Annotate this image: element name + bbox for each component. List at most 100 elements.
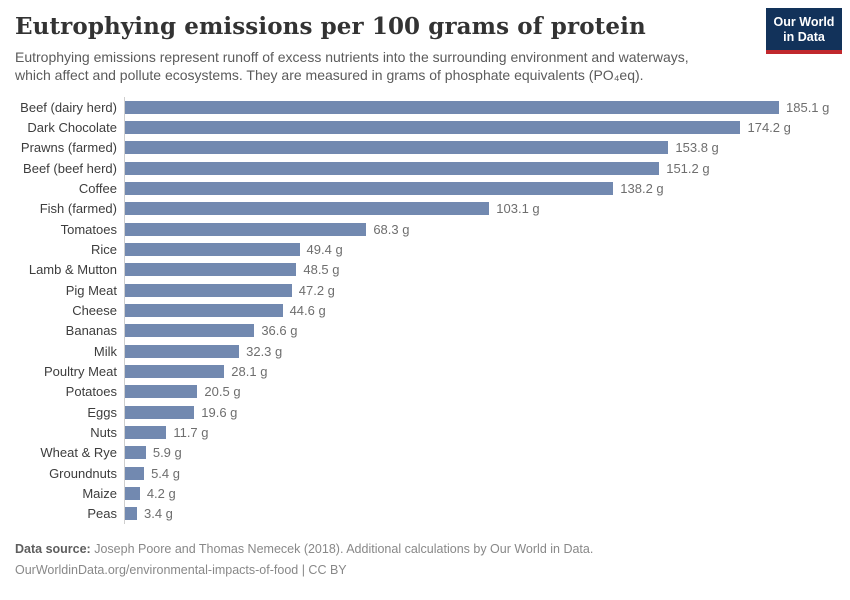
bar-row: Peas 3.4 g (15, 503, 835, 524)
bar[interactable] (125, 466, 145, 480)
bar-area: 11.7 g (124, 422, 835, 443)
bar-row: Milk 32.3 g (15, 340, 835, 362)
category-label: Tomatoes (60, 221, 117, 237)
bar-row: Bananas 36.6 g (15, 320, 835, 341)
bar-row: Wheat & Rye 5.9 g (15, 442, 835, 463)
category-label: Potatoes (65, 384, 117, 400)
bar[interactable] (125, 303, 283, 317)
bar-area: 28.1 g (124, 361, 835, 382)
bar[interactable] (125, 263, 297, 277)
value-label: 3.4 g (144, 506, 173, 522)
bar[interactable] (125, 486, 140, 500)
category-label: Fish (farmed) (39, 201, 117, 217)
logo-line-1: Our World (773, 15, 835, 29)
bar-row: Tomatoes 68.3 g (15, 218, 835, 240)
bar[interactable] (125, 507, 137, 521)
bar-area: 32.3 g (124, 340, 835, 362)
bar[interactable] (125, 324, 255, 338)
page-title: Eutrophying emissions per 100 grams of p… (15, 13, 646, 40)
bar-chart: Beef (dairy herd) 185.1 g Dark Chocolate 17… (15, 97, 835, 524)
bar-row: Eggs 19.6 g (15, 401, 835, 423)
category-label: Peas (87, 506, 117, 522)
bar-area: 153.8 g (124, 137, 835, 158)
value-label: 68.3 g (373, 221, 410, 237)
bar[interactable] (125, 161, 660, 175)
bar-row: Nuts 11.7 g (15, 422, 835, 443)
bar[interactable] (125, 446, 146, 460)
category-label: Beef (beef herd) (23, 160, 117, 176)
category-label: Wheat & Rye (40, 445, 117, 461)
bar-area: 20.5 g (124, 381, 835, 402)
bar[interactable] (125, 242, 300, 256)
category-label: Coffee (78, 180, 117, 196)
bar-area: 4.2 g (124, 483, 835, 504)
value-label: 174.2 g (747, 119, 791, 135)
bar-row: Dark Chocolate 174.2 g (15, 117, 835, 138)
bar-area: 174.2 g (124, 117, 835, 138)
value-label: 28.1 g (231, 363, 268, 379)
bar[interactable] (125, 181, 614, 195)
bar[interactable] (125, 141, 669, 155)
bar-row: Pig Meat 47.2 g (15, 279, 835, 301)
bar-area: 138.2 g (124, 178, 835, 199)
category-label: Beef (dairy herd) (20, 99, 117, 115)
value-label: 153.8 g (675, 140, 719, 156)
value-label: 5.4 g (151, 465, 180, 481)
bar-row: Poultry Meat 28.1 g (15, 361, 835, 382)
bar-row: Coffee 138.2 g (15, 178, 835, 199)
bar[interactable] (125, 364, 225, 378)
logo-line-2: in Data (783, 30, 825, 44)
bar-row: Beef (beef herd) 151.2 g (15, 157, 835, 179)
value-label: 151.2 g (666, 160, 710, 176)
category-label: Nuts (90, 424, 117, 440)
value-label: 103.1 g (496, 201, 540, 217)
bar-row: Lamb & Mutton 48.5 g (15, 259, 835, 280)
bar-area: 185.1 g (124, 97, 835, 118)
category-label: Prawns (farmed) (20, 140, 117, 156)
bar[interactable] (125, 202, 490, 216)
category-label: Cheese (72, 302, 117, 318)
value-label: 19.6 g (201, 404, 238, 420)
bar-area: 44.6 g (124, 300, 835, 321)
bar[interactable] (125, 283, 292, 297)
value-label: 36.6 g (261, 323, 298, 339)
value-label: 32.3 g (246, 343, 283, 359)
subtitle-line-2: which affect and pollute ecosystems. The… (15, 67, 644, 83)
category-label: Dark Chocolate (27, 119, 117, 135)
bar-area: 3.4 g (124, 503, 835, 524)
bar[interactable] (125, 425, 167, 439)
bar[interactable] (125, 405, 195, 419)
value-label: 47.2 g (298, 282, 335, 298)
value-label: 185.1 g (786, 99, 830, 115)
source-label: Data source: (15, 541, 91, 556)
category-label: Poultry Meat (44, 363, 117, 379)
value-label: 4.2 g (146, 485, 176, 501)
category-label: Maize (82, 485, 117, 501)
category-label: Groundnuts (49, 465, 117, 481)
bar[interactable] (125, 222, 367, 236)
bar[interactable] (125, 344, 240, 358)
bar[interactable] (125, 100, 779, 114)
bar-row: Potatoes 20.5 g (15, 381, 835, 402)
bar-area: 5.9 g (124, 442, 835, 463)
bar[interactable] (125, 120, 741, 134)
bar-row: Rice 49.4 g (15, 239, 835, 260)
category-label: Pig Meat (65, 282, 117, 298)
value-label: 49.4 g (306, 241, 343, 257)
bar-area: 47.2 g (124, 279, 835, 301)
value-label: 44.6 g (289, 302, 326, 318)
owid-logo[interactable]: Our World in Data (766, 8, 842, 54)
value-label: 20.5 g (204, 384, 241, 400)
category-label: Bananas (65, 323, 117, 339)
bar-area: 5.4 g (124, 462, 835, 484)
value-label: 48.5 g (303, 262, 340, 278)
bar-row: Beef (dairy herd) 185.1 g (15, 97, 835, 118)
bar-area: 36.6 g (124, 320, 835, 341)
value-label: 138.2 g (620, 180, 664, 196)
bar[interactable] (125, 385, 198, 399)
bar-row: Cheese 44.6 g (15, 300, 835, 321)
bar-area: 48.5 g (124, 259, 835, 280)
source-text: Joseph Poore and Thomas Nemecek (2018). … (90, 541, 594, 556)
chart-footer: Data source: Joseph Poore and Thomas Nem… (15, 539, 835, 581)
source-line: Data source: Joseph Poore and Thomas Nem… (15, 539, 835, 560)
